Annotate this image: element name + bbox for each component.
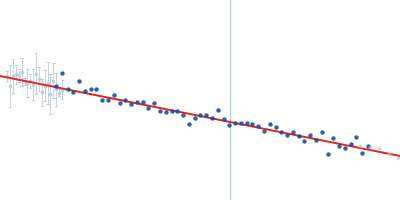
Point (266, 123, 273, 126)
Point (186, 123, 192, 126)
Point (313, 138, 319, 141)
Point (357, 145, 363, 148)
Point (342, 147, 348, 150)
Point (353, 135, 360, 139)
Point (21, 80, 28, 83)
Point (18, 70, 25, 74)
Point (50, 79, 56, 82)
Point (301, 139, 308, 142)
Point (330, 137, 336, 140)
Point (214, 108, 221, 111)
Point (47, 92, 54, 96)
Point (226, 123, 232, 126)
Point (24, 81, 30, 85)
Point (33, 72, 39, 75)
Point (27, 80, 34, 83)
Point (88, 87, 94, 91)
Point (128, 103, 134, 106)
Point (284, 133, 290, 137)
Point (296, 134, 302, 137)
Point (134, 100, 140, 103)
Point (385, 153, 392, 156)
Point (348, 143, 354, 146)
Point (180, 114, 186, 117)
Point (16, 74, 22, 77)
Point (192, 116, 198, 119)
Point (272, 125, 279, 128)
Point (59, 88, 65, 91)
Point (278, 130, 284, 134)
Point (116, 102, 123, 105)
Point (249, 122, 256, 125)
Point (13, 73, 19, 76)
Point (140, 100, 146, 103)
Point (209, 116, 215, 120)
Point (162, 110, 169, 114)
Point (44, 82, 51, 85)
Point (99, 98, 106, 101)
Point (105, 99, 111, 102)
Point (359, 151, 366, 154)
Point (244, 121, 250, 124)
Point (36, 77, 42, 80)
Point (168, 110, 175, 113)
Point (7, 85, 13, 88)
Point (151, 101, 158, 104)
Point (58, 71, 65, 74)
Point (203, 114, 210, 117)
Point (365, 144, 371, 148)
Point (232, 121, 238, 125)
Point (307, 133, 314, 136)
Point (261, 129, 267, 132)
Point (42, 84, 48, 87)
Point (290, 130, 296, 133)
Point (220, 117, 227, 120)
Point (238, 121, 244, 124)
Point (30, 83, 36, 86)
Point (318, 131, 325, 134)
Point (324, 152, 331, 155)
Point (70, 90, 76, 93)
Point (376, 147, 382, 150)
Point (174, 109, 180, 113)
Point (39, 91, 45, 94)
Point (76, 80, 82, 83)
Point (82, 89, 88, 93)
Point (336, 144, 342, 148)
Point (56, 91, 62, 94)
Point (255, 124, 262, 127)
Point (10, 74, 16, 77)
Point (145, 106, 152, 109)
Point (110, 93, 117, 96)
Point (197, 113, 204, 117)
Point (157, 109, 163, 112)
Point (122, 99, 128, 102)
Point (4, 75, 10, 78)
Point (93, 87, 100, 91)
Point (53, 84, 59, 88)
Point (64, 87, 71, 91)
Point (53, 88, 60, 91)
Point (366, 145, 373, 148)
Point (395, 156, 400, 160)
